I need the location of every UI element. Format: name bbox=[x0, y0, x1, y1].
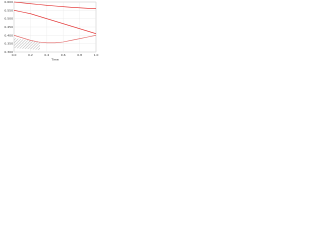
x-tick-label: 0.2 bbox=[28, 53, 33, 57]
x-tick-label: 0.8 bbox=[77, 53, 82, 57]
x-axis-label: Time bbox=[50, 58, 58, 62]
y-tick-label: 0.300 bbox=[4, 50, 13, 54]
x-tick-label: 1.0 bbox=[94, 53, 99, 57]
y-tick-label: 0.500 bbox=[4, 17, 13, 21]
hatched-region bbox=[14, 38, 40, 50]
x-tick-label: 0.0 bbox=[12, 53, 17, 57]
chart: Time 0.300 0.350 0.400 0.450 0.500 0.550 0.600… bbox=[4, 0, 99, 62]
y-tick-label: 0.550 bbox=[4, 8, 13, 12]
y-tick-label: 0.450 bbox=[4, 25, 13, 29]
line-series bbox=[13, 1, 97, 9]
x-tick-label: 0.6 bbox=[61, 53, 66, 57]
y-tick-label: 0.600 bbox=[4, 0, 13, 4]
y-tick-label: 0.350 bbox=[4, 42, 13, 46]
line-series bbox=[13, 35, 97, 44]
x-tick-label: 0.4 bbox=[44, 53, 49, 57]
line-series bbox=[13, 10, 97, 34]
page: {"chart_data": {"type": "line", "x_label… bbox=[0, 0, 100, 62]
y-tick-label: 0.400 bbox=[4, 33, 13, 37]
